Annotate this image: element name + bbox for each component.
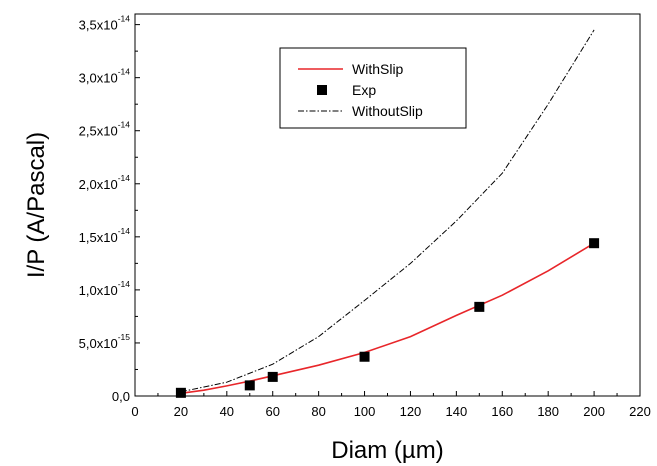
y-tick-label: 2,5x10-14 (79, 120, 131, 139)
x-tick-label: 180 (537, 404, 559, 419)
legend-label: WithoutSlip (352, 103, 423, 119)
x-tick-label: 160 (491, 404, 513, 419)
legend-label: WithSlip (352, 61, 404, 77)
y-tick-label: 3,5x10-14 (79, 14, 131, 33)
exp-point (589, 238, 600, 249)
y-tick-label: 0,0 (112, 389, 130, 404)
x-axis-label: Diam (µm) (331, 437, 443, 464)
exp-point (474, 301, 485, 312)
x-tick-label: 40 (220, 404, 234, 419)
y-tick-label: 5,0x10-15 (79, 332, 131, 351)
legend-label: Exp (352, 82, 376, 98)
y-axis: 0,0 5,0x10-15 1,0x10-14 1,5x10-14 2,0x10-14 2… (79, 14, 140, 404)
x-tick-label: 140 (446, 404, 468, 419)
withoutslip-line (180, 29, 595, 393)
x-tick-label: 60 (265, 404, 279, 419)
x-tick-label: 0 (131, 404, 138, 419)
y-tick-label: 1,5x10-14 (79, 226, 131, 245)
x-tick-label: 20 (174, 404, 188, 419)
exp-point (175, 387, 186, 398)
x-tick-label: 120 (400, 404, 422, 419)
series-layer (175, 29, 600, 398)
y-tick-label: 1,0x10-14 (79, 279, 131, 298)
exp-point (267, 371, 278, 382)
y-tick-label: 2,0x10-14 (79, 173, 131, 192)
exp-point (359, 351, 370, 362)
x-tick-label: 220 (629, 404, 651, 419)
legend-box (279, 47, 467, 129)
legend-marker-exp (317, 85, 327, 95)
exp-point (244, 380, 255, 391)
y-axis-label: I/P (A/Pascal) (23, 132, 50, 278)
x-tick-label: 80 (311, 404, 325, 419)
x-tick-label: 100 (354, 404, 376, 419)
withslip-line (180, 242, 595, 395)
y-tick-label: 3,0x10-14 (79, 67, 131, 86)
x-axis: 0 20 40 60 80 100 120 140 160 180 200 220 (131, 391, 651, 419)
x-tick-label: 200 (583, 404, 605, 419)
legend: WithSlip Exp WithoutSlip (279, 47, 467, 129)
